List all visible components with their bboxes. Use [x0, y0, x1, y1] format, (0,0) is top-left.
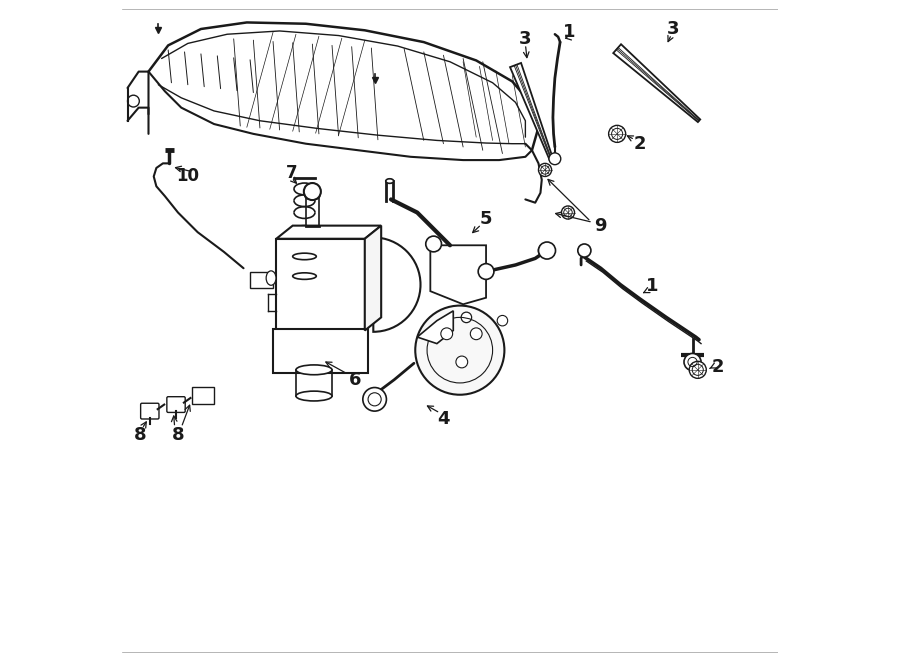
FancyBboxPatch shape [250, 272, 273, 288]
FancyBboxPatch shape [166, 397, 185, 412]
Circle shape [304, 183, 321, 200]
Ellipse shape [296, 365, 332, 375]
Circle shape [608, 126, 626, 142]
Ellipse shape [292, 253, 316, 260]
Polygon shape [364, 225, 382, 330]
Ellipse shape [386, 178, 393, 183]
Ellipse shape [296, 391, 332, 401]
Text: 6: 6 [348, 371, 361, 389]
Text: 8: 8 [134, 426, 147, 444]
FancyBboxPatch shape [192, 387, 214, 404]
Text: 3: 3 [519, 30, 532, 48]
Text: 9: 9 [595, 217, 607, 235]
FancyBboxPatch shape [276, 239, 365, 330]
FancyBboxPatch shape [273, 329, 368, 373]
FancyBboxPatch shape [140, 403, 159, 419]
Circle shape [578, 244, 591, 257]
Text: 2: 2 [711, 358, 724, 375]
Text: 5: 5 [480, 210, 492, 228]
Text: 2: 2 [634, 135, 646, 153]
Circle shape [363, 387, 386, 411]
Ellipse shape [292, 273, 316, 280]
Wedge shape [374, 237, 420, 332]
Circle shape [538, 163, 552, 176]
Circle shape [461, 312, 472, 323]
Ellipse shape [266, 271, 276, 286]
Text: 4: 4 [437, 410, 450, 428]
Circle shape [549, 153, 561, 165]
Polygon shape [510, 63, 554, 161]
Text: 7: 7 [285, 164, 297, 182]
Polygon shape [418, 311, 454, 344]
Text: 10: 10 [176, 167, 199, 186]
Polygon shape [430, 245, 486, 304]
Circle shape [684, 354, 701, 370]
Circle shape [689, 362, 706, 378]
Circle shape [478, 264, 494, 280]
Text: 1: 1 [645, 277, 658, 295]
Circle shape [538, 242, 555, 259]
Polygon shape [613, 44, 700, 122]
Circle shape [538, 244, 552, 257]
Circle shape [562, 206, 574, 219]
Circle shape [471, 328, 482, 340]
Circle shape [441, 328, 453, 340]
Text: 1: 1 [563, 23, 575, 41]
Text: 8: 8 [172, 426, 184, 444]
Text: 3: 3 [667, 20, 680, 38]
Polygon shape [276, 225, 382, 239]
Circle shape [426, 236, 442, 252]
Circle shape [456, 356, 468, 368]
Circle shape [415, 305, 504, 395]
Circle shape [497, 315, 508, 326]
Ellipse shape [305, 193, 320, 200]
